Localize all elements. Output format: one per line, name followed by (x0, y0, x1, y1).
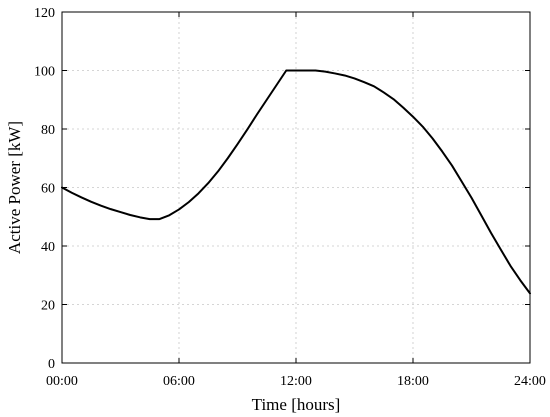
y-axis-label: Active Power [kW] (5, 121, 24, 254)
x-tick-label: 12:00 (280, 374, 312, 389)
y-tick-label: 40 (41, 240, 55, 255)
series-line (61, 69, 531, 295)
y-tick-label: 20 (41, 299, 55, 314)
tick-layer (61, 11, 531, 364)
x-axis-label: Time [hours] (252, 395, 341, 414)
y-tick-label: 120 (34, 6, 55, 21)
series-layer (61, 69, 531, 295)
x-tick-label: 00:00 (46, 374, 78, 389)
x-tick-label: 24:00 (514, 374, 546, 389)
grid-layer (62, 12, 530, 363)
y-tick-label: 80 (41, 123, 55, 138)
y-tick-label: 100 (34, 65, 55, 80)
x-tick-label: 06:00 (163, 374, 195, 389)
x-tick-label: 18:00 (397, 374, 429, 389)
tick-label-layer: 00:00 06:00 12:00 18:00 24:00 0 20 40 60 80 100 120 (34, 6, 546, 389)
y-tick-label: 60 (41, 182, 55, 197)
y-tick-label: 0 (48, 357, 55, 372)
